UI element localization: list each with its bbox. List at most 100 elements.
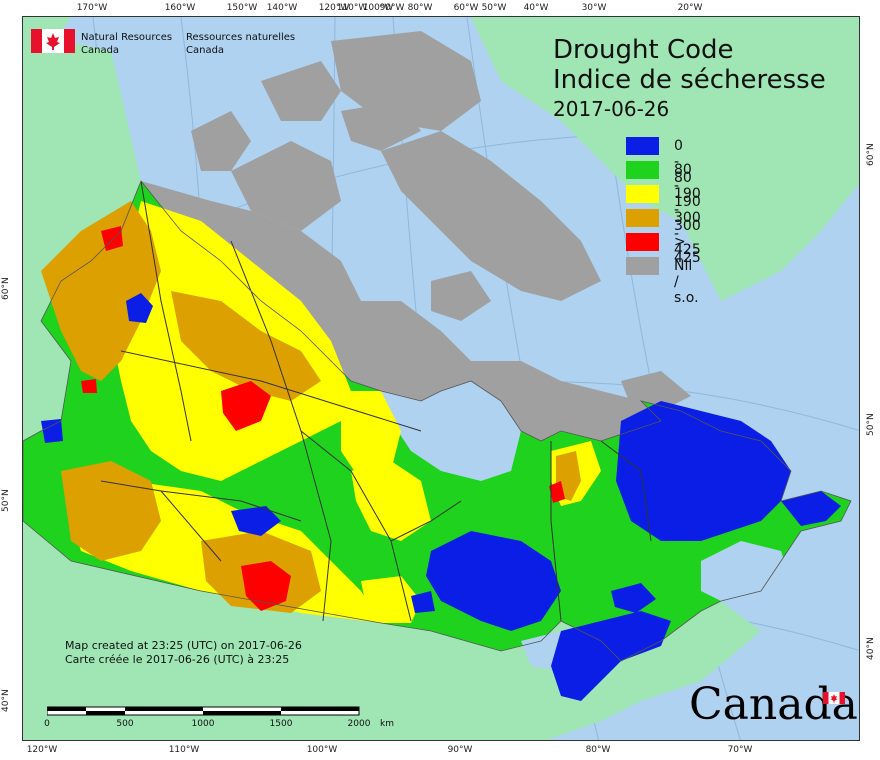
bc-red (81, 379, 97, 393)
scale-tick: 1000 (191, 719, 215, 729)
credit-fr: Carte créée le 2017-06-26 (UTC) à 23:25 (65, 653, 290, 666)
scale-tick: 2000 (347, 719, 371, 729)
scale-bar: 0 500 1000 1500 2000 km (44, 705, 394, 731)
agency-name-en-1: Natural Resources (81, 32, 173, 43)
map-date: 2017-06-26 (553, 97, 670, 121)
map-canvas (23, 17, 859, 740)
alaska-panhandle (23, 321, 71, 441)
quebec-labrador-blue (616, 401, 791, 541)
lon-label-top: 110°W (336, 3, 368, 13)
legend-label: 0 - 80 (674, 138, 692, 186)
lon-label-top: 60°W (453, 3, 479, 13)
maritimes-blue (781, 491, 841, 526)
border (140, 180, 192, 442)
lon-label-top: 80°W (407, 3, 433, 13)
yukon-orange (41, 201, 161, 381)
lon-label-top: 30°W (581, 3, 607, 13)
scale-tick: 500 (116, 719, 134, 729)
agency-name-fr-2: Canada (186, 45, 225, 56)
credit-en: Map created at 23:25 (UTC) on 2017-06-26 (65, 639, 302, 652)
legend-label: Nil / s.o. (674, 258, 699, 306)
agency-name-fr-1: Ressources naturelles (186, 32, 296, 43)
lon-label-top: 140°W (266, 3, 298, 13)
lon-label-top: 40°W (523, 3, 549, 13)
lat-label-right: 60°N (866, 143, 876, 166)
nwt-orange (171, 291, 321, 401)
nb-blue (611, 583, 656, 613)
map-title: Drought Code (553, 35, 734, 65)
legend-swatch (626, 137, 659, 155)
alaska (23, 41, 141, 331)
map-title-fr: Indice de sécheresse (553, 65, 826, 95)
lat-label-left: 50°N (1, 489, 11, 512)
lon-label-bottom: 120°W (26, 745, 58, 755)
lon-label-top: 120°W (318, 3, 350, 13)
code-0-80 (41, 293, 841, 701)
devon-island (341, 101, 421, 151)
lat-label-right: 50°N (866, 413, 876, 436)
legend-label: 80 - 190 (674, 162, 701, 210)
agency-name-en-2: Canada (81, 45, 120, 56)
arctic-mainland (141, 181, 661, 441)
provincial-borders (100, 180, 652, 622)
southampton-island (431, 271, 491, 321)
southern-quebec-blue (551, 611, 671, 701)
ungava-north (621, 371, 691, 411)
lon-label-top: 160°W (164, 3, 196, 13)
lon-label-top: 50°W (481, 3, 507, 13)
great-slave-red (221, 381, 271, 431)
canada-outline (23, 180, 852, 662)
scale-tick: 1500 (269, 719, 293, 729)
border (550, 441, 562, 622)
border (390, 500, 462, 542)
wordmark-flag-icon (823, 692, 845, 704)
legend-swatch (626, 185, 659, 203)
alberta-orange (61, 461, 161, 561)
scale-unit: km (380, 719, 394, 729)
map-frame: Natural Resources Canada Ressources natu… (22, 16, 860, 741)
lon-label-top: 90°W (379, 3, 405, 13)
legend-label: > 425 (674, 234, 701, 266)
canada-wordmark: Canada (689, 679, 858, 730)
lon-label-top: 20°W (677, 3, 703, 13)
lat-label-right: 40°N (866, 637, 876, 660)
legend-swatch (626, 161, 659, 179)
lon-label-top: 150°W (226, 3, 258, 13)
agency-logo: Natural Resources Canada Ressources natu… (31, 29, 295, 57)
nunavut-yellow (341, 391, 401, 481)
victoria-island (231, 141, 341, 231)
border (160, 490, 302, 522)
baffin-island (381, 131, 601, 301)
legend-swatch (626, 233, 659, 251)
legend-label: 190 - 300 (674, 186, 701, 234)
lon-label-top: 100°W (362, 3, 394, 13)
lat-label-left: 40°N (1, 689, 11, 712)
lon-label-top: 170°W (76, 3, 108, 13)
scale-tick: 0 (44, 719, 50, 729)
ellesmere-island (331, 31, 481, 131)
nil-region (141, 31, 691, 441)
legend-swatch (626, 209, 659, 227)
yukon-blue (126, 293, 153, 323)
legend-label: 300 - 425 (674, 210, 701, 258)
code-425-plus (81, 226, 565, 611)
ontario-small-blue (411, 591, 435, 613)
border (600, 440, 652, 542)
manitoba-blue (231, 506, 281, 536)
border (120, 350, 422, 432)
scale-bar-graphic (47, 706, 360, 716)
saskatchewan-red (241, 561, 291, 611)
manitoba-yellow (351, 461, 431, 541)
bc-coast-blue (41, 419, 63, 443)
lon-label-bottom: 80°W (585, 745, 611, 755)
lat-label-left: 60°N (1, 277, 11, 300)
ontario-blue (426, 531, 561, 631)
lon-label-bottom: 110°W (168, 745, 200, 755)
banks-island (191, 111, 251, 171)
quebec-red (549, 481, 565, 503)
lon-label-bottom: 90°W (447, 745, 473, 755)
canada-flag-icon (31, 29, 75, 53)
lon-label-bottom: 70°W (727, 745, 753, 755)
lon-label-bottom: 100°W (306, 745, 338, 755)
